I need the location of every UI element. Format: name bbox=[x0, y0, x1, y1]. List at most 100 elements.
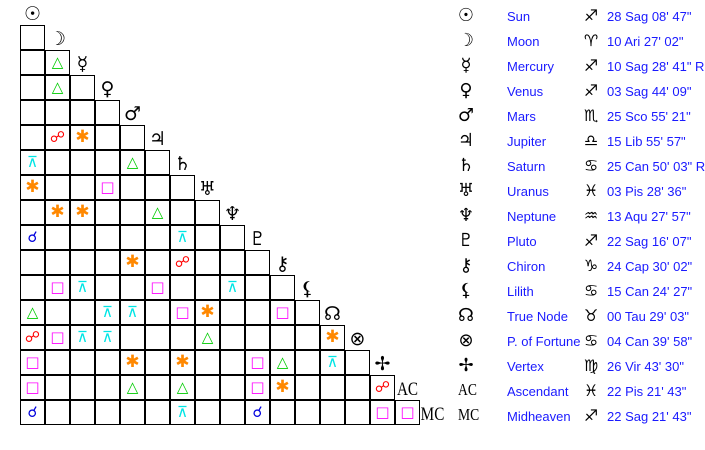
square-icon: □ bbox=[175, 303, 190, 321]
capricorn-icon: ♑ bbox=[583, 256, 599, 275]
quincunx-icon: ⊼ bbox=[227, 278, 238, 296]
square-icon: □ bbox=[400, 403, 415, 421]
body-name[interactable]: Uranus bbox=[507, 184, 549, 199]
body-position: 26 Vir 43' 30" bbox=[607, 359, 684, 374]
quincunx-icon: ⊼ bbox=[102, 303, 113, 321]
aspect-cell-empty bbox=[295, 300, 320, 325]
body-row-ascendant: AC Ascendant ♓ 22 Pis 21' 43" bbox=[450, 380, 705, 405]
body-name[interactable]: True Node bbox=[507, 309, 568, 324]
body-row-uranus: ♅ Uranus ♓ 03 Pis 28' 36" bbox=[450, 180, 705, 205]
aspect-cell-quincunx: ⊼ bbox=[70, 325, 95, 350]
body-name[interactable]: Jupiter bbox=[507, 134, 547, 149]
chiron-icon: ⚷ bbox=[459, 255, 473, 276]
aspect-cell-empty bbox=[95, 200, 120, 225]
body-name[interactable]: Midheaven bbox=[507, 409, 571, 424]
quincunx-icon: ⊼ bbox=[177, 228, 188, 246]
quincunx-icon: ⊼ bbox=[127, 303, 138, 321]
aspect-cell-square: □ bbox=[245, 375, 270, 400]
aspect-cell-empty bbox=[195, 200, 220, 225]
body-position: 28 Sag 08' 47" bbox=[607, 9, 692, 24]
aspect-cell-empty bbox=[345, 375, 370, 400]
square-icon: □ bbox=[50, 278, 65, 296]
body-name[interactable]: Mars bbox=[507, 109, 536, 124]
body-name[interactable]: Vertex bbox=[507, 359, 544, 374]
body-name[interactable]: Lilith bbox=[507, 284, 534, 299]
aspect-cell-empty bbox=[195, 250, 220, 275]
aspect-cell-empty bbox=[20, 200, 45, 225]
body-name[interactable]: Mercury bbox=[507, 59, 554, 74]
body-row-venus: ♀ Venus ♐ 03 Sag 44' 09" bbox=[450, 80, 705, 105]
aspect-cell-quincunx: ⊼ bbox=[220, 275, 245, 300]
body-name[interactable]: Venus bbox=[507, 84, 544, 99]
sextile-icon: ✱ bbox=[50, 202, 65, 222]
aspect-cell-empty bbox=[70, 150, 95, 175]
aspect-cell-empty bbox=[45, 225, 70, 250]
ascendant-icon: AC bbox=[396, 379, 419, 400]
aspect-cell-sextile: ✱ bbox=[45, 200, 70, 225]
body-position: 04 Can 39' 58" bbox=[607, 334, 693, 349]
true-node-icon: ☊ bbox=[324, 303, 341, 325]
mars-icon: ♂ bbox=[457, 105, 475, 126]
body-name[interactable]: Saturn bbox=[507, 159, 546, 174]
square-icon: □ bbox=[250, 378, 265, 396]
aspect-cell-empty bbox=[45, 350, 70, 375]
trine-icon: △ bbox=[51, 78, 64, 96]
aspect-cell-empty bbox=[95, 250, 120, 275]
aspect-cell-square: □ bbox=[20, 375, 45, 400]
body-row-pluto: ♇ Pluto ♐ 22 Sag 16' 07" bbox=[450, 230, 705, 255]
body-name[interactable]: Chiron bbox=[507, 259, 546, 274]
aspect-cell-empty bbox=[95, 375, 120, 400]
sextile-icon: ✱ bbox=[325, 327, 340, 347]
square-icon: □ bbox=[25, 378, 40, 396]
mercury-icon: ☿ bbox=[76, 53, 89, 75]
aspect-cell-empty bbox=[270, 325, 295, 350]
body-position: 13 Aqu 27' 57" bbox=[607, 209, 691, 224]
moon-icon: ☽ bbox=[48, 28, 67, 50]
aspect-cell-trine: △ bbox=[145, 200, 170, 225]
sextile-icon: ✱ bbox=[275, 377, 290, 397]
aspect-cell-empty bbox=[145, 150, 170, 175]
body-name[interactable]: Ascendant bbox=[507, 384, 569, 399]
aspect-cell-empty bbox=[120, 125, 145, 150]
aspect-cell-empty bbox=[295, 325, 320, 350]
aspect-cell-quincunx: ⊼ bbox=[20, 150, 45, 175]
body-position: 15 Can 24' 27" bbox=[607, 284, 693, 299]
aspect-cell-empty bbox=[70, 75, 95, 100]
body-name[interactable]: Pluto bbox=[507, 234, 537, 249]
aspect-cell-empty bbox=[195, 400, 220, 425]
aspect-cell-empty bbox=[120, 400, 145, 425]
aspect-cell-empty bbox=[320, 375, 345, 400]
aspect-cell-empty bbox=[70, 175, 95, 200]
body-row-mars: ♂ Mars ♏ 25 Sco 55' 21" bbox=[450, 105, 705, 130]
aspect-cell-sextile: ✱ bbox=[120, 350, 145, 375]
body-name[interactable]: Neptune bbox=[507, 209, 557, 224]
body-position: 24 Cap 30' 02" bbox=[607, 259, 693, 274]
aspect-cell-opposition: ☍ bbox=[370, 375, 395, 400]
scorpio-icon: ♏ bbox=[583, 106, 599, 125]
aspect-cell-empty bbox=[70, 375, 95, 400]
sun-icon: ☉ bbox=[457, 5, 475, 26]
aspect-cell-opposition: ☍ bbox=[20, 325, 45, 350]
aspect-cell-empty bbox=[70, 250, 95, 275]
body-name[interactable]: Moon bbox=[507, 34, 540, 49]
aspect-cell-conjunction: ☌ bbox=[245, 400, 270, 425]
conjunction-icon: ☌ bbox=[252, 403, 263, 421]
trine-icon: △ bbox=[126, 378, 139, 396]
cancer-icon: ♋ bbox=[583, 331, 599, 350]
aspect-cell-empty bbox=[195, 375, 220, 400]
pluto-icon: ♇ bbox=[248, 228, 267, 250]
quincunx-icon: ⊼ bbox=[27, 153, 38, 171]
body-name[interactable]: Sun bbox=[507, 9, 531, 24]
body-row-sun: ☉ Sun ♐ 28 Sag 08' 47" bbox=[450, 5, 705, 30]
square-icon: □ bbox=[25, 353, 40, 371]
body-name[interactable]: P. of Fortune bbox=[507, 334, 581, 349]
aspect-cell-empty bbox=[95, 350, 120, 375]
aspect-cell-square: □ bbox=[95, 175, 120, 200]
sextile-icon: ✱ bbox=[25, 177, 40, 197]
aspect-cell-empty bbox=[245, 300, 270, 325]
aspect-cell-empty bbox=[145, 350, 170, 375]
body-position: 10 Ari 27' 02" bbox=[607, 34, 684, 49]
true-node-icon: ☊ bbox=[458, 305, 474, 326]
jupiter-icon: ♃ bbox=[148, 128, 167, 150]
body-row-p-of-fortune: ⊗ P. of Fortune ♋ 04 Can 39' 58" bbox=[450, 330, 705, 355]
